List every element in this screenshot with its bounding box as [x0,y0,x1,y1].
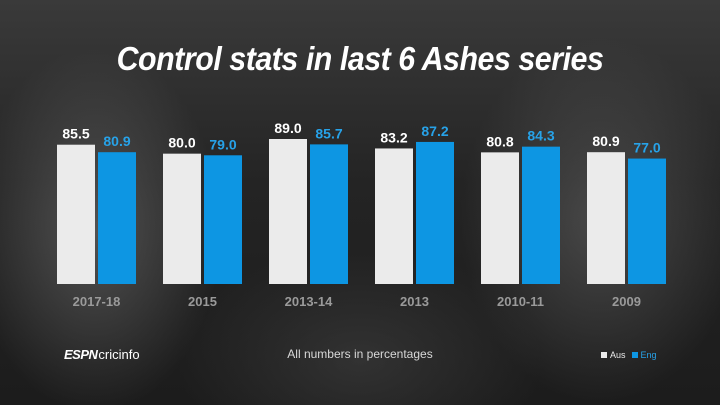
chart-legend: Aus Eng [601,350,657,360]
value-label-aus-2015: 80.0 [168,135,195,151]
chart-title: Control stats in last 6 Ashes series [116,40,604,77]
value-label-aus-2013: 83.2 [380,129,407,145]
category-label-2015: 2015 [188,294,217,309]
category-label-2013: 2013 [400,294,429,309]
bar-aus-2015 [163,153,201,284]
legend-swatch-eng [631,352,638,358]
value-label-aus-2009: 80.9 [592,133,619,149]
value-label-eng-2013: 87.2 [421,123,448,139]
value-label-aus-2017-18: 85.5 [62,126,89,142]
bar-aus-2013-14 [269,139,307,284]
value-label-eng-2010-11: 84.3 [527,128,554,144]
bar-eng-2017-18 [98,152,136,284]
legend-label-aus: Aus [610,350,626,360]
brand-cricinfo: cricinfo [98,347,140,362]
units-note: All numbers in percentages [287,347,433,361]
bar-eng-2009 [628,158,666,284]
value-label-aus-2010-11: 80.8 [486,133,513,149]
value-label-eng-2017-18: 80.9 [103,133,130,149]
bar-eng-2013-14 [310,144,348,284]
bar-aus-2009 [587,152,625,284]
legend-item-aus: Aus [601,350,626,360]
bar-eng-2010-11 [522,146,560,284]
legend-swatch-aus [601,352,607,358]
bar-eng-2013 [416,141,454,284]
bar-eng-2015 [204,155,242,284]
value-label-eng-2015: 79.0 [209,136,236,152]
value-label-aus-2013-14: 89.0 [274,120,301,136]
bar-aus-2010-11 [481,152,519,284]
value-label-eng-2009: 77.0 [633,140,660,156]
category-label-2010-11: 2010-11 [497,294,544,309]
category-label-2009: 2009 [612,294,641,309]
bar-aus-2013 [375,148,413,284]
bar-aus-2017-18 [57,144,95,284]
legend-label-eng: Eng [640,350,657,360]
category-label-2013-14: 2013-14 [285,294,333,309]
value-label-eng-2013-14: 85.7 [315,125,342,141]
espncricinfo-logo: ESPNcricinfo [64,347,140,362]
brand-espn: ESPN [64,347,98,362]
legend-item-eng: Eng [631,350,657,360]
category-label-2017-18: 2017-18 [73,294,121,309]
